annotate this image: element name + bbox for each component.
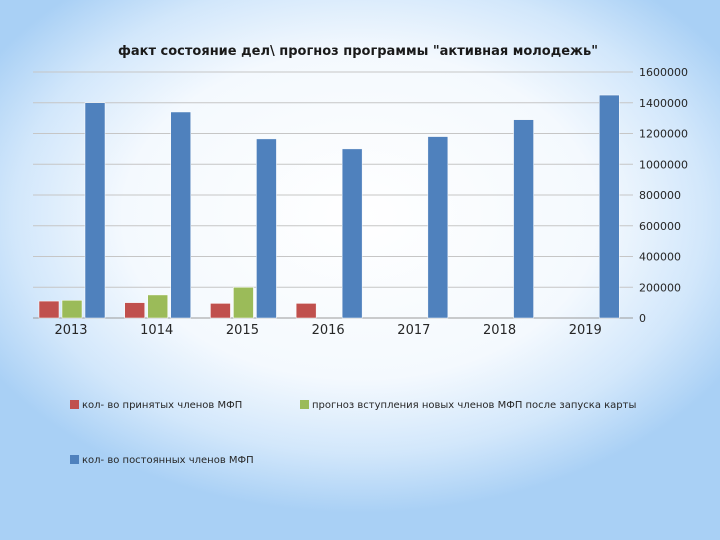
- bar-1-2015: [210, 303, 231, 319]
- x-tick-label: 2015: [226, 323, 259, 338]
- grid-lines: [33, 71, 633, 319]
- x-tick-label: 2017: [397, 323, 430, 338]
- y-tick-label: 1600000: [639, 66, 688, 79]
- bar-3-2015: [256, 138, 277, 319]
- bar-3-1014: [170, 111, 191, 319]
- y-tick-label: 400000: [639, 251, 681, 264]
- bar-3-2016: [341, 148, 363, 319]
- y-tick-label: 1000000: [639, 158, 688, 171]
- bar-3-2017: [427, 136, 449, 319]
- y-tick-label: 800000: [639, 189, 681, 202]
- y-tick-label: 0: [639, 312, 646, 325]
- legend: кол- во принятых членов МФП прогноз вступ…: [70, 400, 636, 466]
- bar-3-2019: [599, 94, 620, 319]
- legend-label: прогноз вступления новых членов МФП посл…: [312, 400, 636, 411]
- x-tick-label: 1014: [140, 323, 173, 338]
- bar-1-2016: [295, 303, 317, 319]
- bar-2-1014: [147, 294, 168, 319]
- x-tick-label: 2019: [569, 323, 602, 338]
- x-axis-ticks: 2013 1014 2015 2016 2017 2018 2019: [54, 323, 601, 338]
- legend-swatch: [70, 455, 79, 464]
- y-tick-label: 1200000: [639, 128, 688, 141]
- bar-2-2015: [233, 287, 254, 319]
- legend-swatch: [300, 400, 309, 409]
- chart-title: факт состояние дел\ прогноз программы "а…: [118, 44, 598, 59]
- y-tick-label: 600000: [639, 220, 681, 233]
- y-tick-label: 1400000: [639, 97, 688, 110]
- x-tick-label: 2018: [483, 323, 516, 338]
- bar-3-2018: [513, 119, 534, 319]
- legend-label: кол- во принятых членов МФП: [82, 400, 242, 411]
- y-axis-ticks: 0 200000 400000 600000 800000 1000000 1200000 1…: [639, 66, 688, 325]
- y-tick-label: 200000: [639, 281, 681, 294]
- x-tick-label: 2016: [312, 323, 345, 338]
- x-tick-label: 2013: [54, 323, 87, 338]
- legend-swatch: [70, 400, 79, 409]
- bar-2-2013: [61, 300, 83, 319]
- bars: [38, 94, 620, 319]
- bar-1-1014: [124, 302, 145, 319]
- legend-label: кол- во постоянных членов МФП: [82, 455, 254, 466]
- bar-1-2013: [38, 300, 60, 319]
- bar-3-2013: [84, 102, 106, 319]
